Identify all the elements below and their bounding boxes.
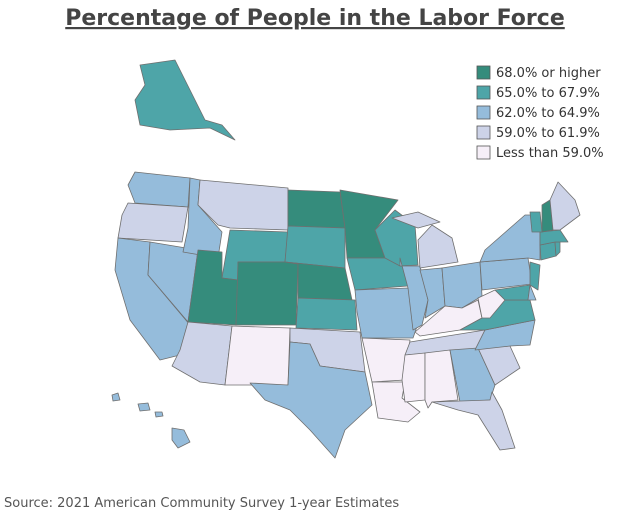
- state: [235, 261, 299, 326]
- state: [134, 59, 236, 141]
- state: [529, 261, 541, 291]
- state: [527, 284, 537, 301]
- legend: 68.0% or higher 65.0% to 67.9% 62.0% to 64…: [476, 65, 604, 161]
- state: [295, 297, 358, 331]
- state: [154, 411, 164, 418]
- state: [477, 289, 506, 319]
- legend-label: 65.0% to 67.9%: [496, 86, 600, 101]
- state: [111, 392, 121, 402]
- states: [111, 59, 581, 459]
- state: [391, 211, 441, 229]
- state: [401, 352, 426, 403]
- state: [224, 325, 291, 386]
- state: [441, 261, 483, 309]
- state: [284, 225, 346, 269]
- legend-swatch: [476, 85, 491, 100]
- source-note: Source: 2021 American Community Survey 1…: [4, 496, 399, 511]
- state: [479, 214, 541, 263]
- state: [197, 179, 289, 231]
- legend-label: 68.0% or higher: [496, 66, 601, 81]
- legend-label: 62.0% to 64.9%: [496, 106, 600, 121]
- state: [554, 241, 561, 257]
- legend-swatch: [476, 145, 491, 160]
- state: [249, 341, 373, 459]
- state: [137, 402, 151, 412]
- state: [127, 171, 191, 208]
- legend-label: Less than 59.0%: [496, 146, 604, 161]
- legend-label: 59.0% to 61.9%: [496, 126, 600, 141]
- state: [479, 257, 533, 291]
- state: [171, 427, 191, 449]
- state: [117, 202, 189, 243]
- legend-swatch: [476, 65, 491, 80]
- state: [549, 181, 581, 231]
- legend-swatch: [476, 105, 491, 120]
- state: [529, 211, 543, 233]
- state: [287, 189, 346, 229]
- state: [419, 267, 446, 319]
- state: [417, 224, 459, 269]
- title: Percentage of People in the Labor Force: [65, 6, 565, 31]
- state: [474, 319, 536, 351]
- state: [431, 391, 516, 451]
- legend-swatch: [476, 125, 491, 140]
